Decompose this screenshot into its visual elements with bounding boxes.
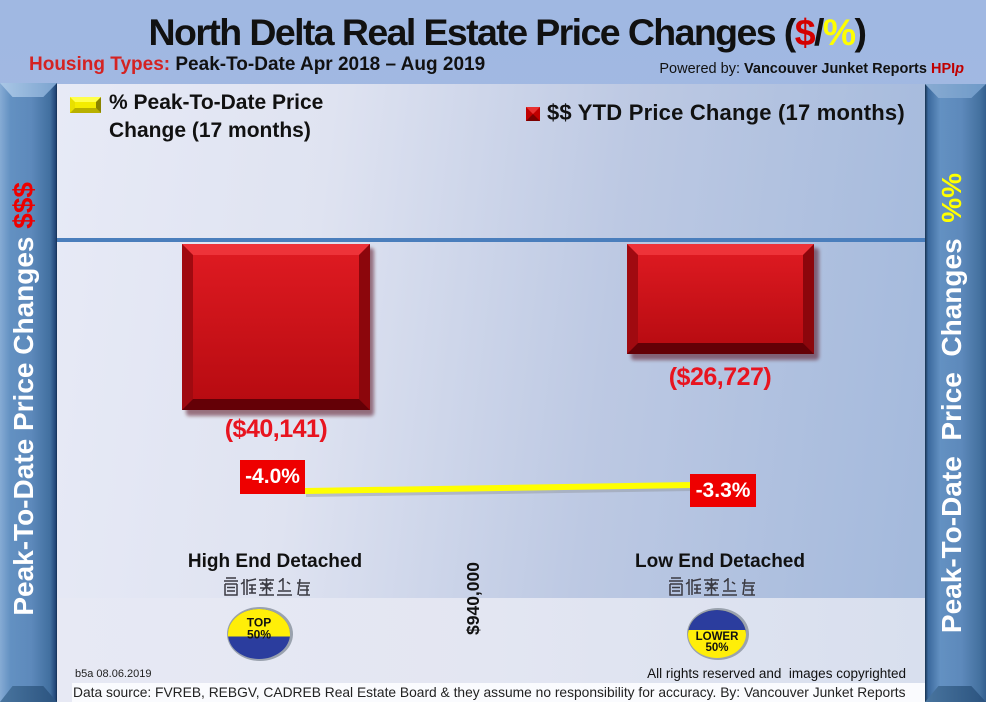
svg-text:TOP: TOP [247, 616, 271, 630]
svg-text:50%: 50% [705, 642, 728, 654]
svg-text:LOWER: LOWER [696, 631, 739, 643]
svg-text:50%: 50% [247, 628, 271, 642]
